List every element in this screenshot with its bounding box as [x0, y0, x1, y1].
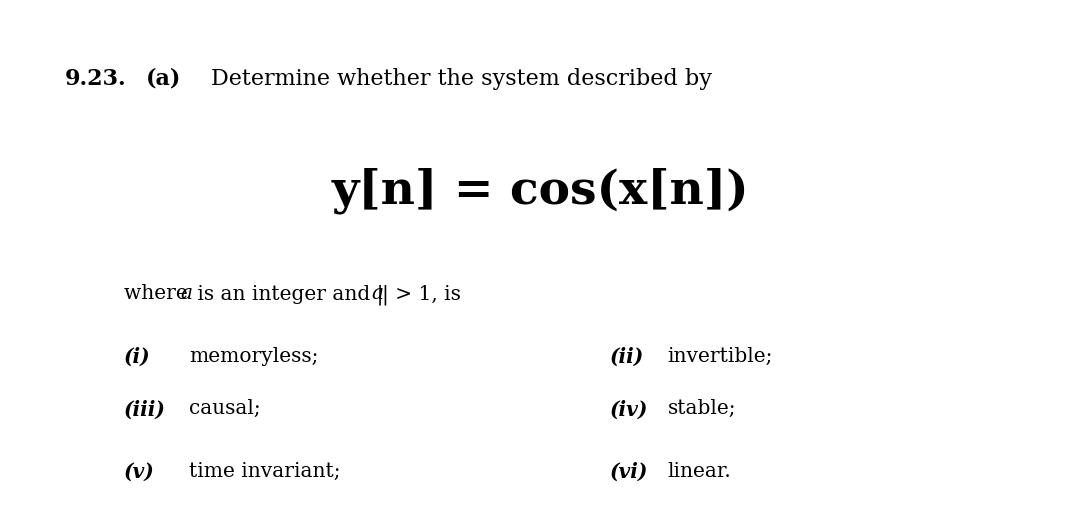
Text: 9.23.: 9.23.	[65, 68, 126, 90]
Text: is an integer and |: is an integer and |	[191, 284, 383, 305]
Text: (a): (a)	[146, 68, 181, 90]
Text: | > 1, is: | > 1, is	[382, 284, 461, 305]
Text: where: where	[124, 284, 194, 303]
Text: invertible;: invertible;	[667, 347, 773, 366]
Text: a: a	[372, 284, 383, 303]
Text: Determine whether the system described by: Determine whether the system described b…	[211, 68, 712, 90]
Text: memoryless;: memoryless;	[189, 347, 319, 366]
Text: a: a	[180, 284, 192, 303]
Text: y[n] = cos(x[n]): y[n] = cos(x[n])	[332, 167, 748, 213]
Text: (iii): (iii)	[124, 399, 166, 419]
Text: linear.: linear.	[667, 462, 731, 481]
Text: stable;: stable;	[667, 399, 735, 418]
Text: (iv): (iv)	[610, 399, 649, 419]
Text: (vi): (vi)	[610, 462, 649, 482]
Text: causal;: causal;	[189, 399, 260, 418]
Text: (ii): (ii)	[610, 347, 645, 367]
Text: (i): (i)	[124, 347, 151, 367]
Text: (v): (v)	[124, 462, 154, 482]
Text: time invariant;: time invariant;	[189, 462, 340, 481]
